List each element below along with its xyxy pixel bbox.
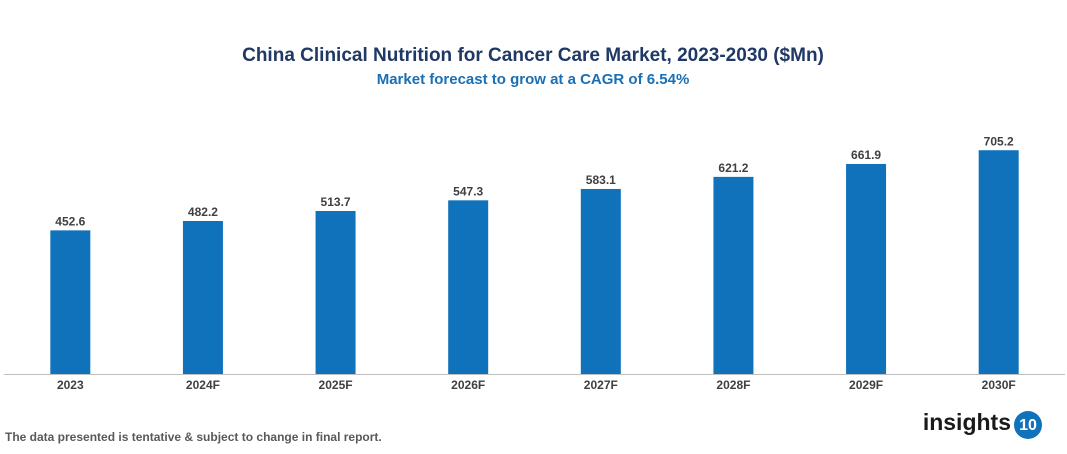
value-label: 705.2 <box>984 134 1014 148</box>
bar <box>978 150 1019 374</box>
bar <box>50 230 91 374</box>
bar <box>448 200 489 374</box>
value-label: 661.9 <box>851 148 881 162</box>
value-label: 621.2 <box>718 161 748 175</box>
x-tick-label: 2030F <box>982 378 1016 392</box>
bar <box>580 188 621 374</box>
bar <box>182 220 223 374</box>
footnote: The data presented is tentative & subjec… <box>5 430 382 444</box>
value-label: 583.1 <box>586 173 616 187</box>
value-label: 547.3 <box>453 184 483 198</box>
x-tick-label: 2029F <box>849 378 883 392</box>
x-tick-label: 2026F <box>451 378 485 392</box>
logo-number: 10 <box>1019 417 1037 434</box>
bar <box>713 176 754 374</box>
x-tick-label: 2028F <box>716 378 750 392</box>
chart-subtitle: Market forecast to grow at a CAGR of 6.5… <box>377 71 690 88</box>
bar <box>846 163 887 374</box>
value-label: 452.6 <box>55 215 85 229</box>
x-tick-label: 2025F <box>319 378 353 392</box>
value-label: 513.7 <box>321 195 351 209</box>
logo-text: insights <box>923 409 1011 435</box>
chart-title: China Clinical Nutrition for Cancer Care… <box>242 45 824 66</box>
x-tick-label: 2024F <box>186 378 220 392</box>
x-tick-label: 2027F <box>584 378 618 392</box>
logo-badge <box>1014 411 1042 439</box>
x-tick-label: 2023 <box>57 378 84 392</box>
bar <box>315 210 356 374</box>
value-label: 482.2 <box>188 205 218 219</box>
